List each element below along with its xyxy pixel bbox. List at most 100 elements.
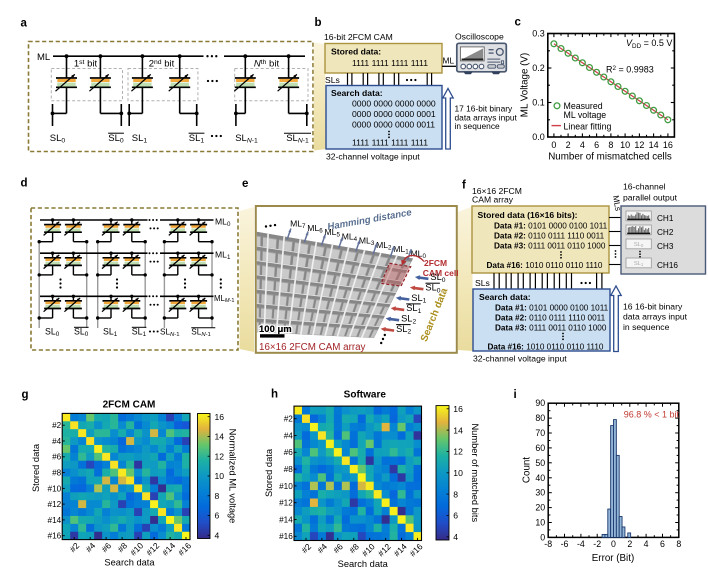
svg-text:0.1: 0.1 xyxy=(532,98,545,108)
svg-text:ML0: ML0 xyxy=(411,248,427,260)
svg-text:Search data: Search data xyxy=(338,559,389,569)
svg-text:90: 90 xyxy=(535,398,545,408)
svg-text:2: 2 xyxy=(627,539,632,549)
svg-text:c: c xyxy=(515,17,522,29)
svg-text:Data #1: 0101 0000 0100 1011: Data #1: 0101 0000 0100 1011 xyxy=(495,304,609,313)
svg-text:#4: #4 xyxy=(284,431,294,440)
svg-text:SL1: SL1 xyxy=(406,303,421,315)
svg-text:ML Voltage (V): ML Voltage (V) xyxy=(520,53,531,117)
svg-text:SLN-1: SLN-1 xyxy=(160,328,180,339)
svg-text:ML3: ML3 xyxy=(359,236,375,248)
svg-text:70: 70 xyxy=(535,428,545,438)
svg-text:ML: ML xyxy=(443,56,455,66)
svg-text:Measured: Measured xyxy=(564,101,603,111)
svg-text:0.0: 0.0 xyxy=(532,132,545,142)
svg-text:CAM array: CAM array xyxy=(472,195,514,205)
svg-text:1st bit: 1st bit xyxy=(74,59,98,70)
svg-text:#12: #12 xyxy=(279,499,293,508)
svg-text:Stored data: Stored data xyxy=(31,443,41,492)
svg-text:SL2: SL2 xyxy=(396,324,411,336)
svg-text:SL1: SL1 xyxy=(189,133,205,145)
svg-text:100 μm: 100 μm xyxy=(259,324,292,335)
svg-text:#10: #10 xyxy=(279,482,293,491)
svg-text:80: 80 xyxy=(535,413,545,423)
svg-text:b: b xyxy=(315,17,322,29)
svg-text:14: 14 xyxy=(215,432,225,442)
svg-text:#14: #14 xyxy=(279,515,293,524)
svg-text:17 16-bit binary: 17 16-bit binary xyxy=(455,104,514,114)
svg-text:SL1: SL1 xyxy=(411,293,426,305)
svg-text:10: 10 xyxy=(620,140,630,150)
svg-text:g: g xyxy=(22,389,29,401)
svg-text:2FCM CAM: 2FCM CAM xyxy=(103,400,156,411)
svg-text:#12: #12 xyxy=(48,500,62,509)
svg-text:60: 60 xyxy=(535,443,545,453)
svg-text:SL1: SL1 xyxy=(132,327,147,339)
svg-text:0: 0 xyxy=(540,532,545,542)
svg-text:16×16 2FCM: 16×16 2FCM xyxy=(472,186,522,196)
svg-text:Data #2: 0110 0111 1110 0011: Data #2: 0110 0111 1110 0011 xyxy=(494,232,605,241)
svg-text:Data #3: 0111 0011 0110 1000: Data #3: 0111 0011 0110 1000 xyxy=(495,324,607,333)
svg-text:parallel output: parallel output xyxy=(623,193,678,203)
svg-text:10: 10 xyxy=(535,518,545,528)
svg-text:#8: #8 xyxy=(52,469,62,478)
svg-text:0.2: 0.2 xyxy=(532,63,545,73)
svg-text:4: 4 xyxy=(644,539,649,549)
svg-text:Data #2: 0110 0111 1110 0011: Data #2: 0110 0111 1110 0011 xyxy=(495,314,606,323)
svg-text:16: 16 xyxy=(453,404,463,414)
svg-text:16: 16 xyxy=(663,140,673,150)
svg-text:SL0: SL0 xyxy=(45,327,60,339)
svg-text:4: 4 xyxy=(453,532,458,542)
svg-text:SL0: SL0 xyxy=(50,133,66,145)
svg-text:ML6: ML6 xyxy=(307,223,323,235)
svg-text:10: 10 xyxy=(453,468,463,478)
svg-text:ML1: ML1 xyxy=(215,250,231,262)
svg-text:40: 40 xyxy=(535,473,545,483)
svg-text:20: 20 xyxy=(535,503,545,513)
svg-text:6: 6 xyxy=(215,511,220,521)
svg-text:ML voltage: ML voltage xyxy=(564,110,607,120)
svg-text:CH2: CH2 xyxy=(657,228,674,237)
svg-text:2FCM: 2FCM xyxy=(424,258,447,268)
svg-text:4: 4 xyxy=(215,531,220,541)
svg-text:SL0: SL0 xyxy=(634,242,644,248)
svg-text:Stored data: Stored data xyxy=(264,448,274,497)
svg-text:#8: #8 xyxy=(284,465,294,474)
svg-text:CH1: CH1 xyxy=(657,214,674,223)
svg-text:SL0: SL0 xyxy=(430,272,445,284)
svg-text:100 μm: 100 μm xyxy=(259,324,292,335)
svg-text:MLs: MLs xyxy=(611,195,623,212)
svg-text:50: 50 xyxy=(535,458,545,468)
svg-text:SL0: SL0 xyxy=(108,133,124,145)
svg-text:Search data: Search data xyxy=(104,558,155,568)
svg-text:ML0: ML0 xyxy=(215,217,231,229)
svg-text:6: 6 xyxy=(453,511,458,521)
svg-text:MLM-1: MLM-1 xyxy=(214,294,235,304)
svg-text:in sequence: in sequence xyxy=(455,121,501,131)
svg-text:#2: #2 xyxy=(52,421,62,430)
svg-text:e: e xyxy=(242,178,248,190)
svg-text:i: i xyxy=(514,389,517,401)
svg-text:CH3: CH3 xyxy=(657,242,674,251)
svg-text:#14: #14 xyxy=(48,516,62,525)
svg-text:Linear fitting: Linear fitting xyxy=(564,121,612,131)
svg-text:data arrays input: data arrays input xyxy=(455,112,518,122)
svg-text:#6: #6 xyxy=(52,453,62,462)
svg-text:#4: #4 xyxy=(52,437,62,446)
svg-text:16: 16 xyxy=(215,412,225,422)
svg-text:ML: ML xyxy=(37,52,50,63)
svg-text:12: 12 xyxy=(453,447,463,457)
svg-text:1111 1111 1111 1111: 1111 1111 1111 1111 xyxy=(352,58,428,68)
svg-text:SL1: SL1 xyxy=(634,261,644,267)
svg-text:Number of matched bits: Number of matched bits xyxy=(470,423,480,522)
svg-text:16-channel: 16-channel xyxy=(623,182,666,192)
svg-text:12: 12 xyxy=(634,140,644,150)
svg-text:0: 0 xyxy=(551,140,556,150)
svg-text:16 16-bit binary: 16 16-bit binary xyxy=(623,302,683,312)
svg-text:SL1: SL1 xyxy=(103,327,118,339)
svg-text:SLs: SLs xyxy=(475,278,490,288)
svg-text:#2: #2 xyxy=(284,415,294,424)
svg-text:Software: Software xyxy=(344,390,387,401)
svg-text:Count: Count xyxy=(522,457,533,483)
svg-text:SLN-1: SLN-1 xyxy=(235,133,258,145)
